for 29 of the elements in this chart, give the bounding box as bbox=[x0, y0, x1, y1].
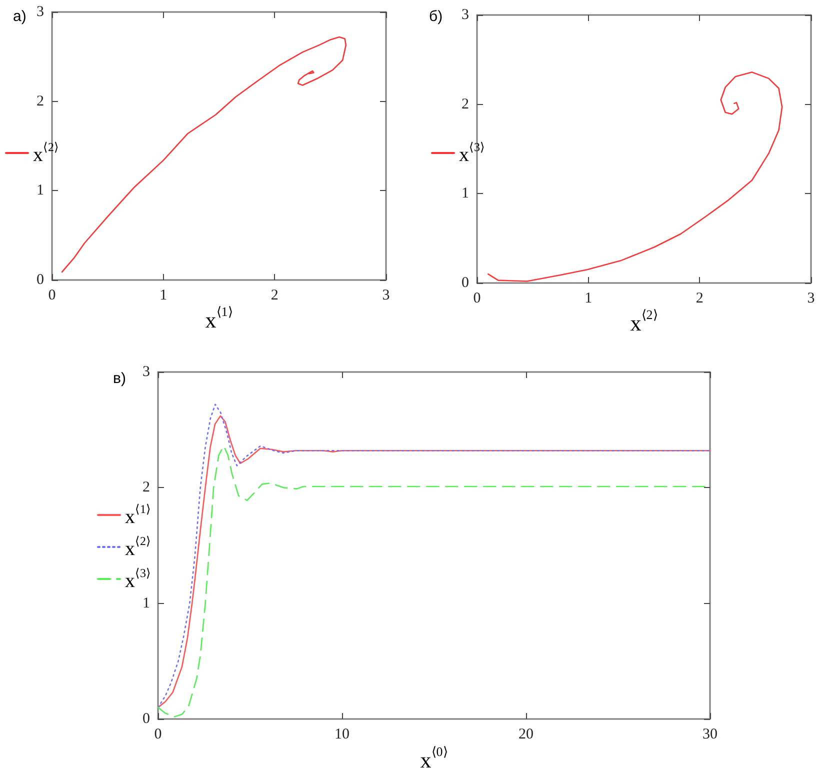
y-tick-label: 2 bbox=[36, 93, 44, 110]
x-tick-label: 2 bbox=[270, 288, 278, 304]
y-tick-label: 2 bbox=[462, 96, 469, 112]
chart-title: а) bbox=[13, 8, 26, 25]
y-tick-label: 0 bbox=[142, 711, 150, 727]
y-tick-label: 3 bbox=[142, 364, 150, 380]
y-tick-label: 0 bbox=[36, 272, 44, 288]
x-tick-label: 0 bbox=[154, 726, 162, 742]
y-tick-label: 2 bbox=[142, 480, 150, 496]
x-tick-label: 1 bbox=[584, 290, 592, 306]
x-tick-label: 10 bbox=[334, 726, 350, 742]
y-tick-label: 3 bbox=[36, 4, 44, 20]
x-tick-label: 0 bbox=[48, 288, 56, 304]
x-tick-label: 0 bbox=[473, 290, 481, 306]
x-tick-label: 20 bbox=[518, 726, 534, 742]
x-tick-label: 3 bbox=[807, 290, 815, 306]
x-tick-label: 2 bbox=[696, 290, 704, 306]
x-tick-label: 1 bbox=[160, 288, 168, 304]
x-tick-label: 30 bbox=[702, 726, 718, 742]
y-tick-label: 0 bbox=[462, 275, 469, 291]
y-tick-label: 1 bbox=[142, 595, 150, 612]
line-series bbox=[61, 36, 347, 273]
x-tick-label: 3 bbox=[382, 288, 390, 304]
y-tick-label: 1 bbox=[36, 182, 44, 199]
y-tick-label: 1 bbox=[462, 186, 469, 202]
line-series bbox=[487, 72, 783, 282]
chart-title: в) bbox=[113, 370, 126, 387]
y-tick-label: 3 bbox=[462, 7, 469, 23]
chart-title: б) bbox=[429, 8, 443, 25]
